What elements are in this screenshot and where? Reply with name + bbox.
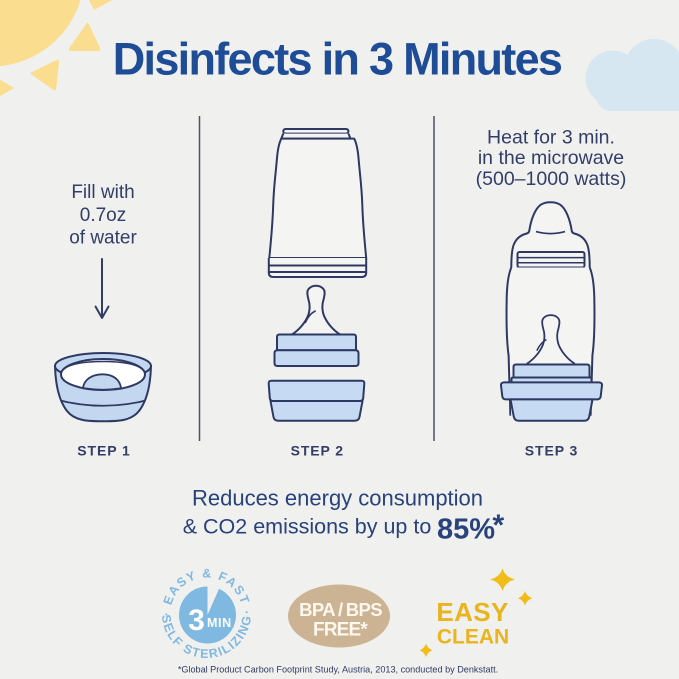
svg-text:3: 3	[188, 604, 205, 637]
svg-text:of water: of water	[69, 228, 137, 249]
svg-text:CLEAN: CLEAN	[437, 626, 509, 649]
svg-text:*: *	[493, 509, 505, 542]
svg-text:85%: 85%	[437, 514, 495, 546]
svg-text:STEP 2: STEP 2	[291, 443, 344, 459]
svg-text:in the microwave: in the microwave	[478, 147, 624, 169]
svg-text:Heat for 3 min.: Heat for 3 min.	[487, 127, 615, 149]
svg-text:BPA / BPS: BPA / BPS	[299, 599, 382, 620]
svg-text:EASY: EASY	[436, 597, 508, 627]
svg-text:MIN: MIN	[207, 616, 232, 630]
svg-text:Fill with: Fill with	[71, 182, 134, 203]
svg-text:*Global Product Carbon Footpri: *Global Product Carbon Footprint Study, …	[178, 665, 498, 675]
svg-text:STEP 3: STEP 3	[525, 443, 578, 459]
svg-text:(500–1000 watts): (500–1000 watts)	[476, 168, 627, 190]
svg-text:STEP 1: STEP 1	[77, 443, 130, 459]
svg-text:Disinfects in 3 Minutes: Disinfects in 3 Minutes	[113, 34, 562, 85]
svg-text:0.7oz: 0.7oz	[80, 205, 126, 226]
svg-text:Reduces energy consumption: Reduces energy consumption	[192, 486, 483, 511]
svg-text:FREE*: FREE*	[313, 620, 368, 641]
svg-text:& CO2 emissions by up to: & CO2 emissions by up to	[183, 515, 432, 539]
